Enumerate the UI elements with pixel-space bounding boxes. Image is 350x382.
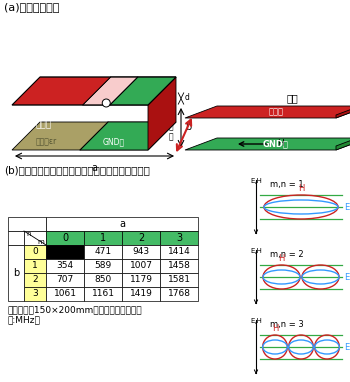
Bar	[46, 231, 84, 245]
Text: 3: 3	[32, 290, 38, 298]
Text: E: E	[344, 343, 349, 351]
Text: GND層: GND層	[103, 138, 125, 147]
Bar	[84, 287, 122, 301]
Bar	[24, 245, 46, 259]
Bar	[84, 273, 122, 287]
Bar	[122, 287, 160, 301]
Text: GND層: GND層	[263, 139, 289, 149]
Text: 1458: 1458	[168, 262, 190, 270]
Text: 707: 707	[56, 275, 74, 285]
Bar	[122, 245, 160, 259]
Bar	[8, 245, 24, 301]
Text: 誘電体εr: 誘電体εr	[35, 138, 57, 147]
Bar	[24, 287, 46, 301]
Text: E: E	[344, 202, 349, 212]
Text: 3: 3	[176, 233, 182, 243]
Polygon shape	[12, 77, 176, 105]
Bar	[122, 259, 160, 273]
Text: n: n	[26, 231, 30, 237]
Text: 0: 0	[32, 248, 38, 256]
Text: b: b	[185, 122, 191, 132]
Text: 589: 589	[94, 262, 112, 270]
Bar	[8, 231, 24, 245]
Text: 1061: 1061	[54, 290, 77, 298]
Bar	[122, 273, 160, 287]
Text: 1581: 1581	[168, 275, 190, 285]
Bar	[46, 245, 84, 259]
Text: 2: 2	[32, 275, 38, 285]
Text: 1: 1	[32, 262, 38, 270]
Bar	[24, 231, 46, 245]
Polygon shape	[83, 77, 138, 105]
Text: E: E	[344, 272, 349, 282]
Bar	[160, 259, 198, 273]
Polygon shape	[336, 103, 350, 118]
Polygon shape	[12, 122, 176, 150]
Text: m,n = 2: m,n = 2	[270, 250, 304, 259]
Polygon shape	[110, 77, 176, 105]
Text: 943: 943	[132, 248, 149, 256]
Text: E,H: E,H	[250, 318, 262, 324]
Text: m,n = 3: m,n = 3	[270, 320, 304, 329]
Polygon shape	[80, 122, 176, 150]
Bar	[8, 217, 46, 231]
Text: 2: 2	[138, 233, 144, 243]
Text: 平行平板（150×200mm）的共振頻率表（單: 平行平板（150×200mm）的共振頻率表（單	[8, 305, 143, 314]
Text: 850: 850	[94, 275, 112, 285]
Text: (b)平行平板模式的共振頻率與電場磁場的動作特性: (b)平行平板模式的共振頻率與電場磁場的動作特性	[4, 165, 150, 175]
Bar	[24, 273, 46, 287]
Text: 電源層: 電源層	[268, 107, 284, 117]
Text: 1768: 1768	[168, 290, 190, 298]
Text: 共
振: 共 振	[169, 122, 173, 142]
Bar	[46, 217, 198, 231]
Bar	[84, 245, 122, 259]
Text: H: H	[277, 139, 284, 149]
Text: a: a	[119, 219, 125, 229]
Text: 1419: 1419	[130, 290, 153, 298]
Polygon shape	[336, 134, 350, 150]
Text: E,H: E,H	[250, 248, 262, 254]
Bar	[84, 231, 122, 245]
Text: 電源層: 電源層	[36, 121, 52, 130]
Text: H: H	[298, 184, 304, 193]
Text: 位:MHz）: 位:MHz）	[8, 315, 41, 324]
Text: 354: 354	[56, 262, 74, 270]
Bar	[122, 231, 160, 245]
Circle shape	[102, 99, 110, 107]
Text: 1179: 1179	[130, 275, 153, 285]
Bar	[160, 287, 198, 301]
Text: d: d	[185, 94, 190, 102]
Bar	[84, 259, 122, 273]
Text: m: m	[37, 239, 44, 245]
Text: 1007: 1007	[130, 262, 153, 270]
Text: H: H	[272, 324, 278, 333]
Text: H: H	[278, 254, 285, 263]
Text: b: b	[13, 268, 19, 278]
Bar	[160, 231, 198, 245]
Polygon shape	[185, 106, 350, 118]
Text: 1: 1	[100, 233, 106, 243]
Text: m,n = 1: m,n = 1	[270, 180, 304, 189]
Text: 1161: 1161	[91, 290, 114, 298]
Bar	[46, 287, 84, 301]
Bar	[46, 259, 84, 273]
Text: 1414: 1414	[168, 248, 190, 256]
Text: 471: 471	[94, 248, 112, 256]
Polygon shape	[185, 138, 350, 150]
Text: a: a	[91, 163, 97, 173]
Text: 共振: 共振	[286, 93, 298, 103]
Bar	[24, 259, 46, 273]
Polygon shape	[148, 77, 176, 150]
Text: E,H: E,H	[250, 178, 262, 184]
Text: (a)平板共振模式: (a)平板共振模式	[4, 2, 60, 12]
Bar	[160, 245, 198, 259]
Text: 0: 0	[62, 233, 68, 243]
Bar	[160, 273, 198, 287]
Bar	[46, 273, 84, 287]
